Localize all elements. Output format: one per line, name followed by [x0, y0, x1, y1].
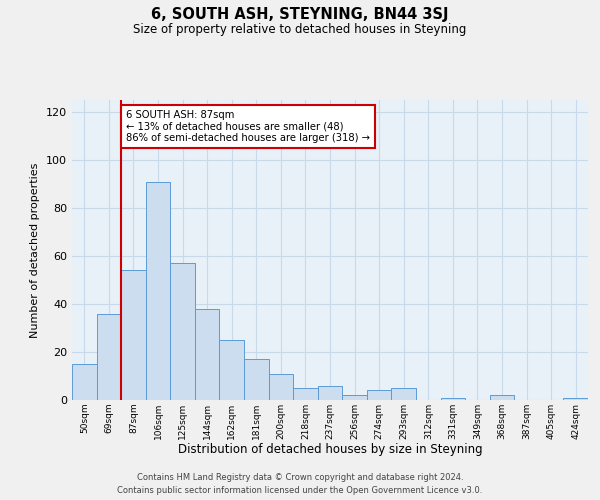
Text: Size of property relative to detached houses in Steyning: Size of property relative to detached ho… [133, 22, 467, 36]
Text: Contains HM Land Registry data © Crown copyright and database right 2024.
Contai: Contains HM Land Registry data © Crown c… [118, 474, 482, 495]
Bar [244, 359, 269, 400]
Text: 6, SOUTH ASH, STEYNING, BN44 3SJ: 6, SOUTH ASH, STEYNING, BN44 3SJ [151, 8, 449, 22]
Bar [367, 390, 391, 400]
Bar [563, 398, 588, 400]
Bar [121, 270, 146, 400]
Bar [490, 395, 514, 400]
Bar [391, 388, 416, 400]
Bar [220, 340, 244, 400]
Bar [72, 364, 97, 400]
Bar [293, 388, 318, 400]
Bar [146, 182, 170, 400]
Bar [440, 398, 465, 400]
Bar [97, 314, 121, 400]
Bar [318, 386, 342, 400]
Text: 6 SOUTH ASH: 87sqm
← 13% of detached houses are smaller (48)
86% of semi-detache: 6 SOUTH ASH: 87sqm ← 13% of detached hou… [126, 110, 370, 143]
Text: Distribution of detached houses by size in Steyning: Distribution of detached houses by size … [178, 442, 482, 456]
Bar [195, 309, 220, 400]
Bar [269, 374, 293, 400]
Bar [170, 263, 195, 400]
Y-axis label: Number of detached properties: Number of detached properties [31, 162, 40, 338]
Bar [342, 395, 367, 400]
